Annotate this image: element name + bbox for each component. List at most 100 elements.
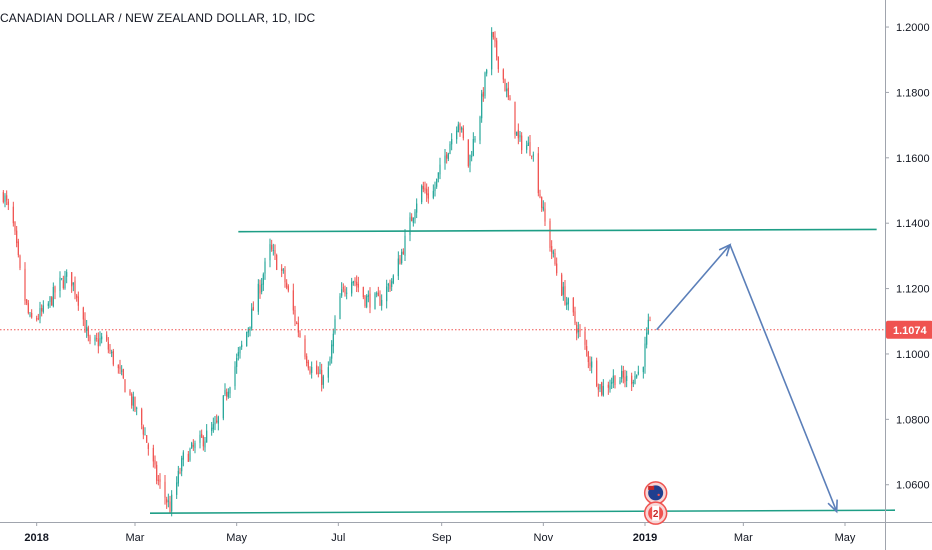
candle-body	[121, 370, 123, 372]
candle-body	[157, 479, 159, 481]
candle-body	[212, 424, 214, 430]
candle-body	[51, 297, 53, 306]
candle-body	[362, 287, 364, 298]
candle-body	[576, 324, 578, 334]
candle-body	[587, 351, 589, 363]
candle-body	[284, 269, 286, 283]
candle-body	[131, 394, 133, 406]
candle-body	[101, 336, 103, 340]
candle-body	[462, 128, 464, 139]
candle-body	[317, 372, 319, 374]
candle-body	[636, 374, 638, 378]
candle-body	[117, 364, 119, 369]
candle-body	[416, 203, 418, 213]
candle-body	[24, 268, 26, 301]
candle-body	[261, 283, 263, 293]
candle-body	[344, 288, 346, 294]
price-badge-label: 1.1074	[893, 325, 928, 337]
candle-body	[74, 280, 76, 295]
candle-body	[176, 482, 178, 495]
candle-body	[341, 289, 343, 296]
candle-body	[586, 346, 588, 352]
candle-body	[389, 284, 391, 289]
canada-flag-icon: 2	[643, 501, 668, 525]
candle-body	[381, 299, 383, 306]
candle-body	[599, 384, 601, 390]
candle-body	[572, 297, 574, 313]
candle-body	[551, 246, 553, 253]
candle-body	[509, 97, 511, 101]
candle-body	[634, 375, 636, 384]
candle-body	[492, 31, 494, 38]
candle-body	[449, 144, 451, 155]
candle-body	[386, 286, 388, 302]
chart-title: CANADIAN DOLLAR / NEW ZEALAND DOLLAR, 1D…	[0, 11, 316, 25]
candle-body	[346, 292, 348, 294]
candle-body	[52, 287, 54, 307]
candle-body	[537, 153, 539, 194]
candle-body	[299, 333, 301, 337]
candle-body	[206, 430, 208, 443]
candle-body	[562, 286, 564, 295]
candle-body	[496, 40, 498, 57]
candle-body	[321, 369, 323, 385]
candle-body	[376, 293, 378, 295]
candle-body	[589, 362, 591, 366]
candle-body	[514, 101, 516, 135]
candle-body	[331, 344, 333, 359]
candle-body	[246, 331, 248, 347]
candle-body	[506, 88, 508, 92]
candle-body	[226, 391, 228, 397]
candle-body	[494, 36, 496, 42]
candle-body	[342, 287, 344, 289]
resistance-trendline	[238, 228, 877, 233]
candle-body	[287, 286, 289, 291]
candle-body	[481, 93, 483, 119]
candle-body	[614, 375, 616, 386]
candle-body	[311, 366, 313, 373]
candle-body	[182, 452, 184, 460]
candle-body	[77, 296, 79, 306]
candle-body	[531, 155, 533, 157]
candle-body	[227, 391, 229, 398]
candle-body	[7, 201, 9, 205]
candle-body	[329, 358, 331, 366]
candle-body	[27, 303, 29, 314]
candle-body	[457, 124, 459, 133]
candle-body	[467, 139, 469, 167]
candle-body	[497, 56, 499, 70]
candle-body	[432, 190, 434, 198]
candle-body	[622, 370, 624, 378]
candle-body	[97, 339, 99, 347]
candle-body	[122, 369, 124, 379]
candle-body	[109, 349, 111, 352]
candle-body	[319, 369, 321, 375]
candle-body	[459, 123, 461, 130]
x-tick-label: Jul	[331, 532, 345, 544]
candle-body	[601, 382, 603, 395]
candle-body	[189, 448, 191, 461]
candle-body	[202, 436, 204, 447]
candle-body	[316, 365, 318, 374]
candle-body	[239, 346, 241, 354]
nz-flag-star	[657, 493, 660, 497]
candle-body	[526, 145, 528, 150]
candle-body	[16, 230, 18, 244]
candle-body	[351, 282, 353, 294]
candle-body	[402, 251, 404, 254]
candle-body	[59, 277, 61, 292]
y-tick-label: 1.1800	[896, 87, 930, 99]
candle-body	[96, 338, 98, 340]
price-badge-bg	[886, 320, 932, 339]
candle-body	[199, 434, 201, 443]
candle-body	[619, 380, 621, 385]
candle-body	[112, 351, 114, 365]
candle-body	[146, 435, 148, 443]
candle-body	[191, 443, 193, 449]
candle-body	[72, 282, 74, 285]
candle-body	[152, 447, 154, 462]
candle-body	[84, 318, 86, 333]
candle-body	[222, 395, 224, 419]
